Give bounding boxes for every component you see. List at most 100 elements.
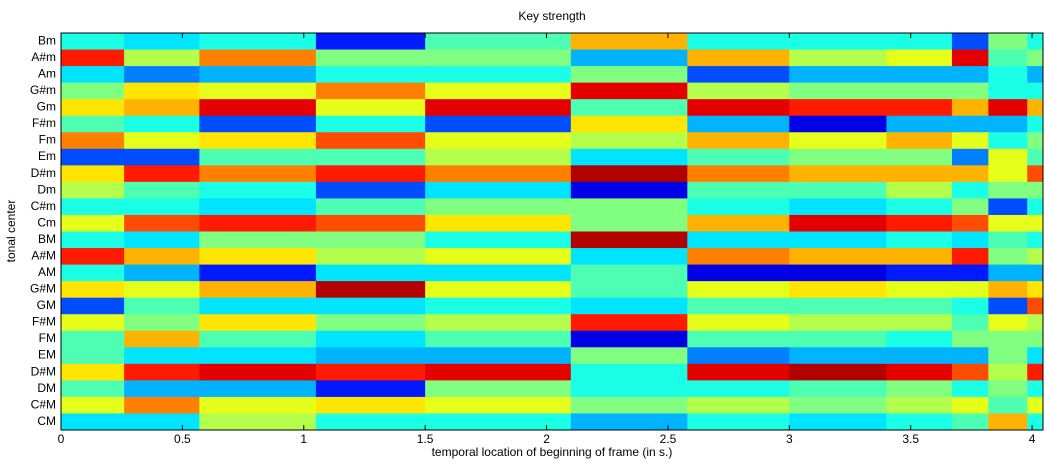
heat-cell [1027,413,1044,431]
heat-cell [687,82,790,100]
heat-cell [951,297,989,315]
heat-cell [789,347,887,365]
heat-cell [425,115,572,133]
heat-cell [951,363,989,381]
heat-cell [570,99,688,117]
heat-cell [570,198,688,216]
heat-cell [1027,115,1044,133]
y-tick-label: Gm [37,100,56,114]
heat-cell [570,132,688,150]
heat-cell [570,380,688,398]
heat-cell [687,49,790,67]
heat-cell [789,281,887,299]
heat-cell [687,380,790,398]
heat-cell [315,330,426,348]
heat-cell [988,66,1028,84]
heat-cell [425,181,572,199]
heat-cell [886,413,953,431]
heat-cell [789,82,887,100]
heat-cell [687,115,790,133]
heat-cell [425,132,572,150]
heat-cell [951,231,989,249]
heat-cell [789,297,887,315]
heat-cell [886,148,953,166]
heat-cell [951,314,989,332]
heat-cell [988,248,1028,266]
heat-cell [61,66,125,84]
heat-cell [199,49,317,67]
heat-cell [988,99,1028,117]
heat-cell [315,115,426,133]
heat-cell [988,49,1028,67]
heat-cell [199,330,317,348]
heat-cell [315,413,426,431]
heat-cell [789,49,887,67]
heat-cell [886,214,953,232]
heat-cell [124,66,200,84]
heat-cell [315,99,426,117]
heat-cell [570,330,688,348]
heat-cell [988,115,1028,133]
heat-cell [124,413,200,431]
heat-cell [199,347,317,365]
heat-cell [687,413,790,431]
heat-cell [988,330,1028,348]
heat-cell [951,264,989,282]
heat-cell [789,181,887,199]
heat-cell [687,214,790,232]
heat-cell [570,165,688,183]
heat-cell [951,413,989,431]
heat-cell [315,281,426,299]
y-tick-label: D#m [31,166,56,180]
heat-cell [425,264,572,282]
heat-cell [886,231,953,249]
heat-cell [425,49,572,67]
heat-cell [1027,214,1044,232]
heat-cell [687,148,790,166]
x-tick-label: 4 [1029,432,1036,446]
heat-cell [886,297,953,315]
heat-cell [124,347,200,365]
heat-cell [789,99,887,117]
heat-cell [425,231,572,249]
heat-cell [886,264,953,282]
heat-cell [124,281,200,299]
y-tick-label: GM [37,298,56,312]
heat-cell [61,148,125,166]
heat-cell [61,248,125,266]
heat-cell [951,132,989,150]
heat-cell [199,281,317,299]
heat-cell [124,363,200,381]
heat-cell [1027,49,1044,67]
heat-cell [199,165,317,183]
heat-cell [988,214,1028,232]
heat-cell [886,115,953,133]
heat-cell [951,396,989,414]
y-tick-label: G#m [30,83,56,97]
heat-cell [1027,281,1044,299]
heat-cell [988,132,1028,150]
x-axis-label: temporal location of beginning of frame … [432,445,673,459]
heat-cell [315,396,426,414]
heat-cell [687,248,790,266]
heat-cell [315,49,426,67]
heat-cell [886,99,953,117]
heat-cell [61,115,125,133]
heat-cell [425,347,572,365]
heat-cell [886,181,953,199]
heat-cell [1027,380,1044,398]
heat-cell [61,413,125,431]
heat-cell [789,148,887,166]
heat-cell [886,281,953,299]
heat-cell [61,314,125,332]
heat-cell [1027,231,1044,249]
heat-cell [61,264,125,282]
y-tick-label: BM [38,232,56,246]
heat-cell [570,49,688,67]
heat-cell [199,115,317,133]
heat-cell [124,264,200,282]
heat-cell [789,214,887,232]
heat-cell [315,82,426,100]
heat-cell [951,115,989,133]
y-tick-label: G#M [30,282,56,296]
